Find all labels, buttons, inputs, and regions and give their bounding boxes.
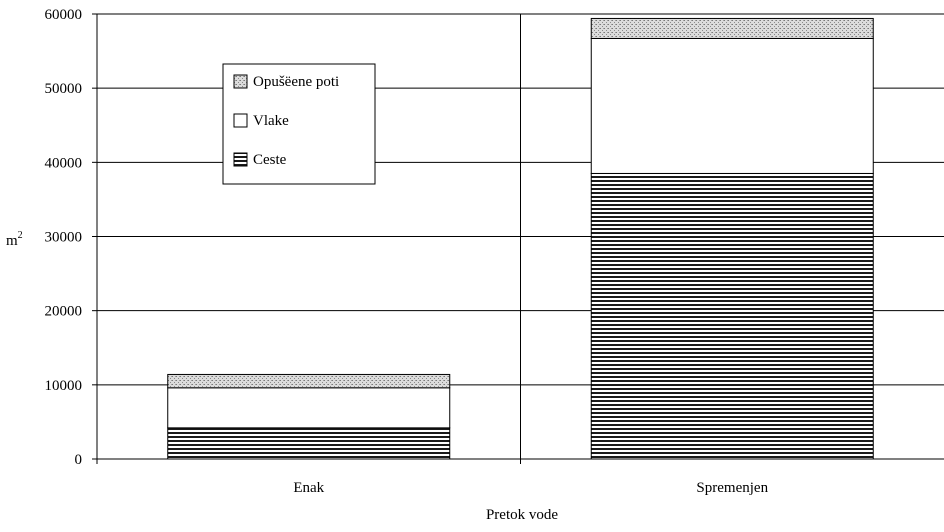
bar-enak-opuseene-poti	[167, 373, 451, 389]
bar-spremenjen-vlake	[590, 37, 874, 174]
y-tick-label-30000: 30000	[45, 230, 83, 246]
bar-spremenjen-opuseene-poti	[590, 17, 874, 39]
y-axis-title-base: m	[6, 233, 18, 249]
bar-enak-vlake	[167, 387, 451, 429]
legend-box	[222, 63, 376, 185]
y-tick-label-60000: 60000	[45, 7, 83, 23]
tick-labels: 0 10000 20000 30000 40000 50000 60000 Enak Sprem…	[45, 7, 769, 496]
bar-spremenjen-ceste	[590, 172, 874, 460]
y-tick-label-40000: 40000	[45, 155, 83, 171]
legend-label-vlake: Vlake	[253, 113, 289, 129]
legend: Opušëene poti Vlake Ceste	[222, 63, 376, 185]
legend-swatch-vlake	[233, 113, 248, 128]
legend-swatch-opusene-poti	[233, 74, 248, 89]
y-axis-title-superscript: 2	[18, 230, 23, 241]
y-tick-label-0: 0	[75, 452, 83, 468]
legend-label-ceste: Ceste	[253, 152, 287, 168]
legend-item-ceste: Ceste	[233, 152, 287, 168]
x-axis-title: Pretok vode	[486, 507, 558, 523]
legend-item-vlake: Vlake	[233, 113, 289, 129]
x-tick-label-enak: Enak	[293, 480, 324, 496]
x-tick-label-spremenjen: Spremenjen	[696, 480, 768, 496]
y-tick-label-50000: 50000	[45, 81, 83, 97]
legend-swatch-ceste	[233, 152, 248, 167]
axes	[92, 13, 944, 464]
y-axis-title: m2	[6, 230, 23, 249]
y-tick-label-10000: 10000	[45, 378, 83, 394]
bar-enak-ceste	[167, 427, 451, 460]
legend-item-opusene-poti: Opušëene poti	[233, 74, 339, 90]
legend-label-opusene-poti: Opušëene poti	[253, 74, 339, 90]
y-tick-label-20000: 20000	[45, 304, 83, 320]
bars	[167, 17, 874, 460]
